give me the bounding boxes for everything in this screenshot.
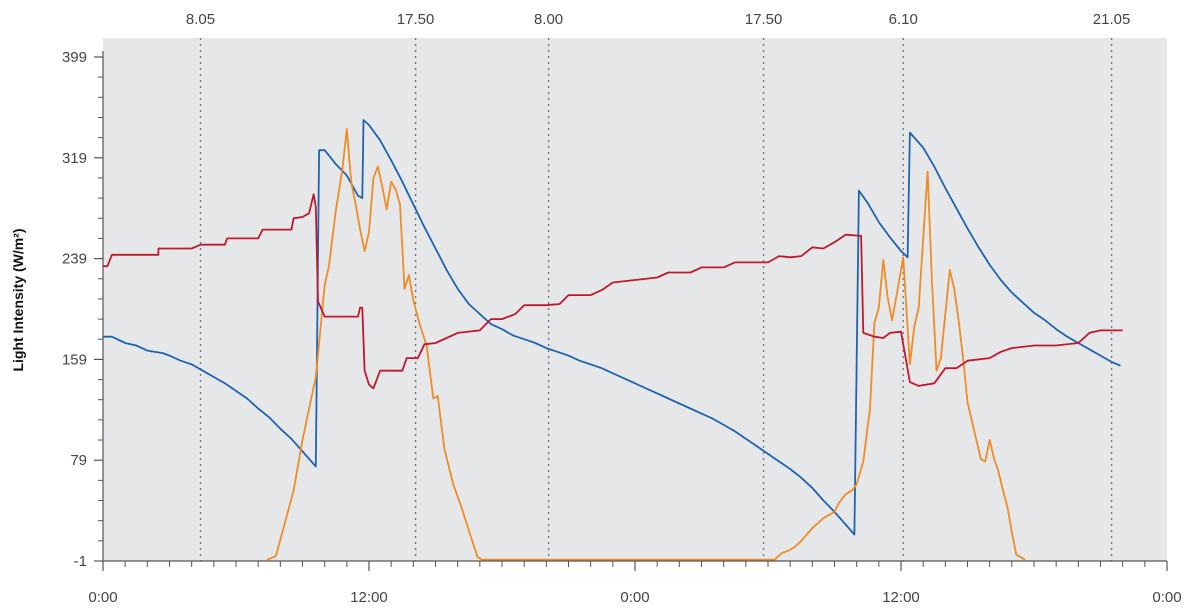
x-tick-label: 0:00 bbox=[1152, 589, 1181, 606]
x-tick-label: 0:00 bbox=[88, 589, 117, 606]
event-marker-label: 17.50 bbox=[397, 11, 435, 28]
event-marker-label: 8.05 bbox=[186, 11, 215, 28]
axes: -1 79 159 239 319 399 0:00 12:00 0:00 12:00 0:00 bbox=[62, 49, 1182, 606]
series-line-1 bbox=[103, 119, 1121, 536]
data-series bbox=[103, 119, 1123, 561]
event-marker-label: 21.05 bbox=[1093, 11, 1131, 28]
event-marker-label: 17.50 bbox=[745, 11, 783, 28]
series-line-3 bbox=[103, 193, 1123, 390]
y-tick-label: -1 bbox=[74, 553, 87, 570]
y-tick-label: 319 bbox=[62, 150, 87, 167]
event-marker-label: 6.10 bbox=[889, 11, 918, 28]
series-line-2 bbox=[266, 127, 1026, 561]
y-tick-label: 239 bbox=[62, 251, 87, 268]
x-tick-label: 12:00 bbox=[350, 589, 388, 606]
event-markers: 8.05 17.50 8.00 17.50 6.10 21.05 bbox=[186, 11, 1130, 561]
y-axis-title: Light Intensity (W/m²) bbox=[10, 228, 26, 371]
plot-area-background bbox=[103, 38, 1167, 561]
x-tick-label: 0:00 bbox=[620, 589, 649, 606]
y-tick-label: 399 bbox=[62, 49, 87, 66]
y-tick-label: 79 bbox=[70, 452, 87, 469]
y-tick-label: 159 bbox=[62, 351, 87, 368]
event-marker-label: 8.00 bbox=[534, 11, 563, 28]
x-tick-label: 12:00 bbox=[882, 589, 920, 606]
